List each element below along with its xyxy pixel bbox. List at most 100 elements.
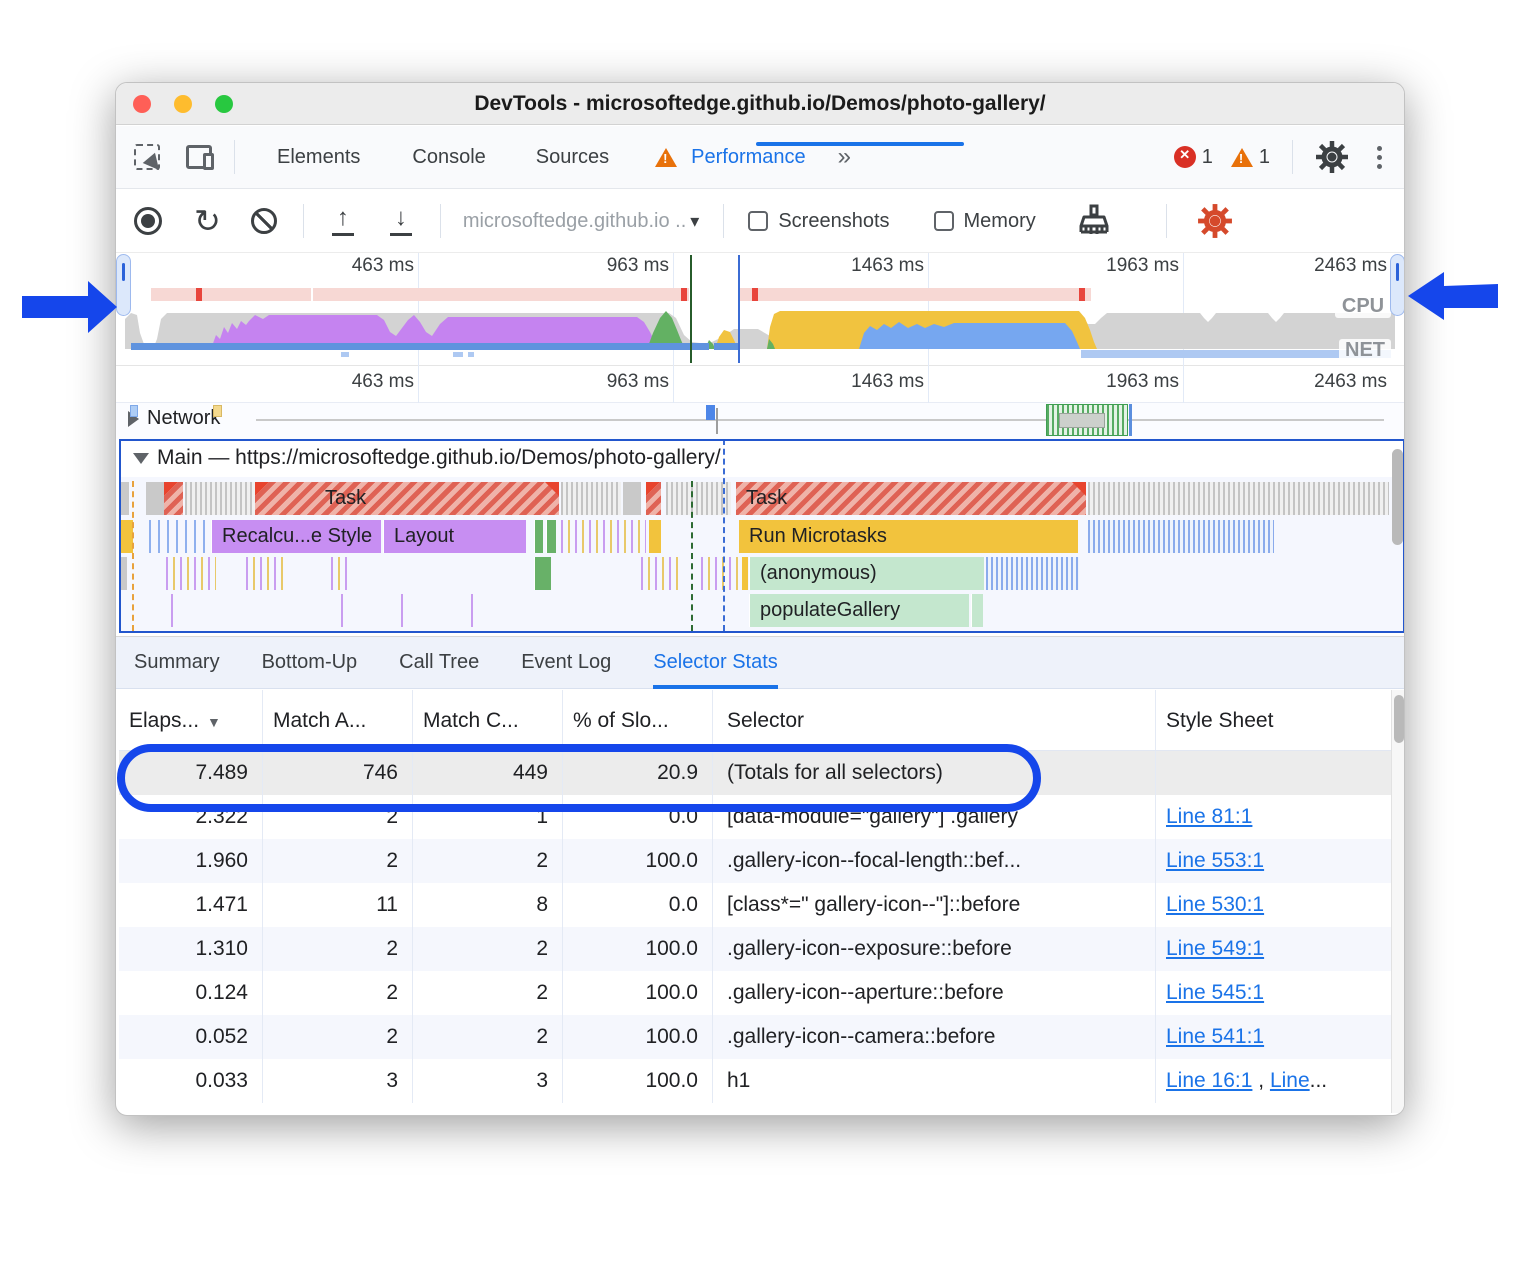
chevron-down-icon[interactable]: ▾	[690, 210, 700, 231]
reload-and-record-icon[interactable]: ↻	[194, 203, 221, 239]
window-divider-line	[738, 255, 740, 363]
save-profile-icon[interactable]: ↓	[388, 206, 414, 236]
script-fragment[interactable]	[742, 557, 748, 590]
network-request[interactable]	[213, 405, 222, 417]
anonymous-function-bar[interactable]: (anonymous)	[749, 557, 984, 590]
tab-summary[interactable]: Summary	[134, 651, 220, 673]
populate-gallery-bar[interactable]: populateGallery	[749, 594, 969, 627]
style-sheet-link[interactable]: Line 530:1	[1166, 893, 1265, 916]
cell-match-count: 8	[413, 883, 563, 927]
column-header-elapsed[interactable]: Elaps... ▼	[119, 690, 263, 750]
tab-performance[interactable]: Performance	[691, 145, 806, 168]
overview-left-grip[interactable]	[116, 254, 131, 316]
style-sheet-link[interactable]: Line 16:1	[1166, 1069, 1253, 1092]
column-header-match-attempts[interactable]: Match A...	[263, 690, 413, 750]
long-task-marker	[681, 288, 687, 301]
record-button[interactable]	[134, 207, 162, 235]
table-row[interactable]: 0.033 3 3 100.0 h1 Line 16:1 , Line...	[119, 1059, 1391, 1103]
paint-bar[interactable]	[534, 557, 551, 590]
inspect-element-icon[interactable]	[134, 144, 166, 176]
table-row[interactable]: 1.310 2 2 100.0 .gallery-icon--exposure:…	[119, 927, 1391, 971]
tab-event-log[interactable]: Event Log	[521, 651, 612, 673]
main-disclosure-icon[interactable]	[133, 453, 149, 464]
column-header-style-sheet[interactable]: Style Sheet	[1166, 709, 1274, 732]
screenshots-checkbox[interactable]	[748, 211, 769, 231]
style-sheet-link[interactable]: Line 549:1	[1166, 937, 1265, 960]
task-slivers[interactable]	[561, 482, 621, 515]
capture-settings-gear-icon[interactable]	[1197, 203, 1233, 239]
overview-right-grip[interactable]	[1390, 254, 1404, 316]
style-sheet-link[interactable]: Line 553:1	[1166, 849, 1265, 872]
tab-selector-stats[interactable]: Selector Stats	[653, 636, 778, 689]
table-row[interactable]: 2.322 2 1 0.0 [data-module="gallery"] .g…	[119, 795, 1391, 839]
cell-match-count: 2	[413, 971, 563, 1015]
main-track-label[interactable]: Main — https://microsoftedge.github.io/D…	[157, 446, 721, 469]
column-header-pct-slow[interactable]: % of Slo...	[563, 690, 713, 750]
style-sheet-link[interactable]: Line	[1269, 1069, 1310, 1092]
table-row[interactable]: 1.471 11 8 0.0 [class*=" gallery-icon--"…	[119, 883, 1391, 927]
timeline-overview[interactable]: 463 ms 963 ms 1463 ms 1963 ms 2463 ms	[116, 253, 1404, 366]
network-request[interactable]	[130, 405, 138, 417]
load-profile-icon[interactable]: ↑	[330, 206, 356, 236]
more-tabs-icon[interactable]: »	[837, 143, 851, 170]
table-row[interactable]: 1.960 2 2 100.0 .gallery-icon--focal-len…	[119, 839, 1391, 883]
task-slivers[interactable]	[185, 482, 255, 515]
style-sheet-link[interactable]: Line 541:1	[1166, 1025, 1265, 1048]
script-fragment[interactable]	[649, 520, 661, 553]
column-header-match-count[interactable]: Match C...	[413, 690, 563, 750]
collect-garbage-icon[interactable]	[1076, 204, 1112, 238]
network-request-block[interactable]	[1046, 404, 1128, 436]
minimize-window-button[interactable]	[174, 95, 192, 113]
screenshots-label[interactable]: Screenshots	[778, 209, 890, 232]
error-badge-icon[interactable]	[1173, 146, 1196, 168]
settings-gear-icon[interactable]	[1315, 140, 1349, 174]
memory-checkbox[interactable]	[933, 211, 954, 231]
style-sheet-link[interactable]: Line 81:1	[1166, 805, 1253, 828]
kebab-menu-icon[interactable]	[1377, 145, 1382, 169]
table-row-totals[interactable]: 7.489 746 449 20.9 (Totals for all selec…	[119, 751, 1391, 795]
error-count[interactable]: 1	[1201, 145, 1213, 168]
memory-label[interactable]: Memory	[963, 209, 1036, 232]
network-track-label[interactable]: Network	[147, 407, 221, 429]
clear-recording-icon[interactable]	[250, 208, 277, 234]
network-request[interactable]	[706, 405, 715, 420]
device-toolbar-icon[interactable]	[186, 145, 214, 170]
long-task-bar[interactable]	[164, 482, 183, 515]
window-title: DevTools - microsoftedge.github.io/Demos…	[474, 92, 1046, 115]
grid-line	[1183, 253, 1184, 366]
long-task-bar[interactable]: Task	[736, 482, 1086, 515]
recalculate-style-bar[interactable]: Recalcu...e Style	[211, 520, 381, 553]
paint-bar[interactable]	[534, 520, 543, 553]
zoom-window-button[interactable]	[215, 95, 233, 113]
layout-bar[interactable]: Layout	[383, 520, 526, 553]
warning-badge-icon[interactable]	[1230, 147, 1253, 167]
column-header-selector[interactable]: Selector	[713, 690, 1156, 750]
table-row[interactable]: 0.052 2 2 100.0 .gallery-icon--camera::b…	[119, 1015, 1391, 1059]
table-scrollbar-track[interactable]	[1391, 690, 1404, 1113]
network-track[interactable]: Network	[116, 403, 1404, 439]
table-row[interactable]: 0.124 2 2 100.0 .gallery-icon--aperture:…	[119, 971, 1391, 1015]
network-disclosure-icon[interactable]	[128, 410, 139, 427]
table-scrollbar-thumb[interactable]	[1394, 695, 1404, 743]
tab-call-tree[interactable]: Call Tree	[399, 651, 480, 673]
warning-count[interactable]: 1	[1258, 145, 1270, 168]
task-fragment[interactable]	[623, 482, 641, 515]
long-task-bar[interactable]: Task	[255, 482, 559, 515]
style-sheet-link[interactable]: Line 545:1	[1166, 981, 1265, 1004]
cell-pct-slow: 20.9	[563, 751, 713, 795]
tab-elements[interactable]: Elements	[277, 145, 361, 168]
task-fragment[interactable]	[146, 482, 164, 515]
long-task-bar[interactable]	[646, 482, 661, 515]
task-slivers[interactable]	[1088, 482, 1389, 515]
tab-bottom-up[interactable]: Bottom-Up	[261, 651, 358, 673]
populate-gallery-fragment[interactable]	[971, 594, 983, 627]
paint-bar[interactable]	[546, 520, 556, 553]
tracks-scrollbar-thumb[interactable]	[1392, 449, 1403, 545]
run-microtasks-bar[interactable]: Run Microtasks	[739, 520, 1078, 553]
tab-sources[interactable]: Sources	[535, 145, 610, 168]
tab-console[interactable]: Console	[412, 145, 486, 168]
close-window-button[interactable]	[133, 95, 151, 113]
profile-select[interactable]: microsoftedge.github.io ..	[462, 209, 687, 232]
task-slivers[interactable]	[666, 482, 731, 515]
main-thread-track[interactable]: Main — https://microsoftedge.github.io/D…	[119, 439, 1404, 633]
